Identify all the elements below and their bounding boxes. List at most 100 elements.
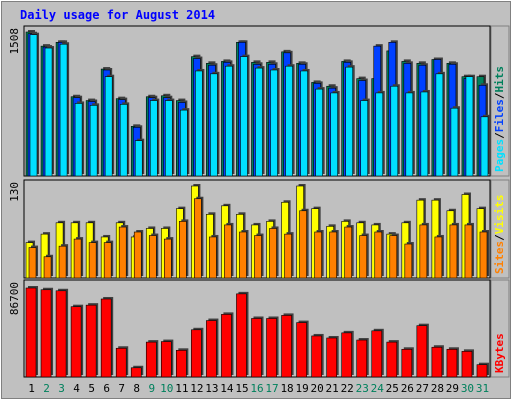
bar-pages-day-8 bbox=[134, 140, 143, 177]
x-tick-label-26: 26 bbox=[401, 382, 414, 395]
legend-1: Pages/Files/Hits bbox=[493, 66, 506, 172]
bar-kbytes-day-6 bbox=[100, 298, 112, 378]
x-tick-label-8: 8 bbox=[133, 382, 140, 395]
bar-pages-day-25 bbox=[390, 85, 399, 177]
bar-sites-day-22 bbox=[344, 226, 353, 279]
bar-kbytes-day-25 bbox=[386, 341, 398, 378]
bar-kbytes-day-8 bbox=[130, 367, 142, 378]
x-tick-label-29: 29 bbox=[446, 382, 459, 395]
legend-item-kbytes: KBytes bbox=[493, 333, 506, 373]
chart-title: Daily usage for August 2014 bbox=[20, 8, 215, 22]
x-tick-label-16: 16 bbox=[250, 382, 263, 395]
bar-sites-day-5 bbox=[88, 242, 97, 279]
bar-sites-day-31 bbox=[479, 231, 488, 279]
legend-strip-2 bbox=[490, 179, 510, 279]
bar-sites-day-13 bbox=[209, 236, 217, 279]
x-tick-label-9: 9 bbox=[148, 382, 155, 395]
bar-pages-day-27 bbox=[420, 91, 429, 177]
bar-sites-day-9 bbox=[148, 235, 157, 279]
bar-sites-day-6 bbox=[103, 242, 112, 279]
x-axis-labels: 1 2 3 4 5 6 7 8 9 10 11 12 13 14 15 16 17 18 19 20 21 22 23 24 2… bbox=[28, 382, 489, 395]
bar-kbytes-day-14 bbox=[221, 314, 232, 378]
bar-kbytes-day-4 bbox=[70, 306, 82, 378]
bar-kbytes-day-7 bbox=[115, 347, 127, 378]
bar-pages-day-2 bbox=[44, 47, 53, 177]
bar-kbytes-day-15 bbox=[236, 293, 247, 378]
bar-pages-day-13 bbox=[210, 73, 218, 177]
bar-pages-day-29 bbox=[450, 107, 459, 177]
y-max-label-2: 130 bbox=[8, 182, 21, 202]
bar-sites-day-25 bbox=[389, 235, 398, 279]
bar-pages-day-26 bbox=[405, 92, 414, 177]
bar-kbytes-day-20 bbox=[311, 335, 322, 378]
bar-pages-day-23 bbox=[360, 100, 369, 177]
x-tick-label-5: 5 bbox=[88, 382, 95, 395]
x-tick-label-14: 14 bbox=[220, 382, 234, 395]
legend-separator: / bbox=[493, 132, 506, 139]
x-tick-label-4: 4 bbox=[73, 382, 80, 395]
bar-sites-day-18 bbox=[284, 233, 292, 279]
bar-pages-day-9 bbox=[149, 100, 158, 177]
bar-pages-day-21 bbox=[330, 92, 338, 177]
bar-kbytes-day-9 bbox=[145, 341, 157, 378]
bar-kbytes-day-18 bbox=[281, 315, 292, 378]
bar-sites-day-21 bbox=[329, 231, 337, 279]
legend-3: KBytes bbox=[493, 333, 506, 373]
bar-pages-day-30 bbox=[465, 76, 474, 177]
bar-pages-day-6 bbox=[104, 76, 113, 177]
bar-pages-day-18 bbox=[285, 65, 293, 177]
bar-sites-day-24 bbox=[374, 231, 383, 279]
x-tick-label-18: 18 bbox=[280, 382, 293, 395]
x-tick-label-2: 2 bbox=[43, 382, 50, 395]
x-tick-label-30: 30 bbox=[461, 382, 474, 395]
legend-item-pages: Pages bbox=[493, 139, 506, 172]
bar-pages-day-17 bbox=[270, 69, 278, 177]
legend-2: Sites/Visits bbox=[493, 195, 506, 275]
bar-kbytes-day-12 bbox=[191, 329, 202, 378]
bar-pages-day-15 bbox=[240, 56, 248, 177]
x-tick-label-1: 1 bbox=[28, 382, 35, 395]
legend-separator: / bbox=[493, 234, 506, 241]
x-tick-label-17: 17 bbox=[265, 382, 278, 395]
bar-kbytes-day-19 bbox=[296, 322, 307, 378]
bar-pages-day-24 bbox=[375, 92, 384, 177]
legend-strip-3 bbox=[490, 279, 510, 378]
bar-pages-day-12 bbox=[195, 70, 203, 177]
bar-sites-day-19 bbox=[299, 210, 307, 279]
legend-text-2: Sites/Visits bbox=[493, 195, 506, 275]
bar-kbytes-day-21 bbox=[326, 337, 337, 378]
bar-kbytes-day-13 bbox=[206, 320, 217, 378]
x-tick-label-23: 23 bbox=[356, 382, 369, 395]
bar-sites-day-2 bbox=[43, 256, 52, 279]
bar-pages-day-5 bbox=[89, 105, 98, 177]
legend-item-files: Files bbox=[493, 99, 506, 132]
bar-kbytes-day-22 bbox=[341, 332, 353, 378]
x-tick-label-3: 3 bbox=[58, 382, 65, 395]
bar-kbytes-day-17 bbox=[266, 318, 277, 378]
bar-sites-day-10 bbox=[163, 238, 172, 279]
bar-kbytes-day-27 bbox=[416, 325, 428, 378]
x-tick-label-7: 7 bbox=[118, 382, 125, 395]
bar-kbytes-day-30 bbox=[461, 351, 473, 378]
x-tick-label-12: 12 bbox=[190, 382, 203, 395]
bar-sites-day-12 bbox=[194, 198, 202, 279]
legend-text-1: Pages/Files/Hits bbox=[493, 66, 506, 172]
bar-sites-day-1 bbox=[28, 247, 37, 279]
legend-separator: / bbox=[493, 92, 506, 99]
bar-sites-day-11 bbox=[179, 221, 187, 279]
x-tick-label-31: 31 bbox=[476, 382, 489, 395]
bar-kbytes-day-11 bbox=[176, 350, 187, 378]
bar-pages-day-14 bbox=[225, 65, 233, 177]
bar-pages-day-20 bbox=[315, 88, 323, 177]
bar-pages-day-4 bbox=[74, 103, 83, 177]
y-max-label-3: 86700 bbox=[8, 282, 21, 315]
bar-sites-day-15 bbox=[239, 231, 247, 279]
x-tick-label-27: 27 bbox=[416, 382, 429, 395]
x-tick-label-28: 28 bbox=[431, 382, 444, 395]
bar-kbytes-day-10 bbox=[160, 341, 172, 378]
bar-kbytes-day-1 bbox=[25, 287, 37, 378]
bar-sites-day-4 bbox=[73, 238, 82, 279]
y-max-label-1: 1508 bbox=[8, 28, 21, 55]
